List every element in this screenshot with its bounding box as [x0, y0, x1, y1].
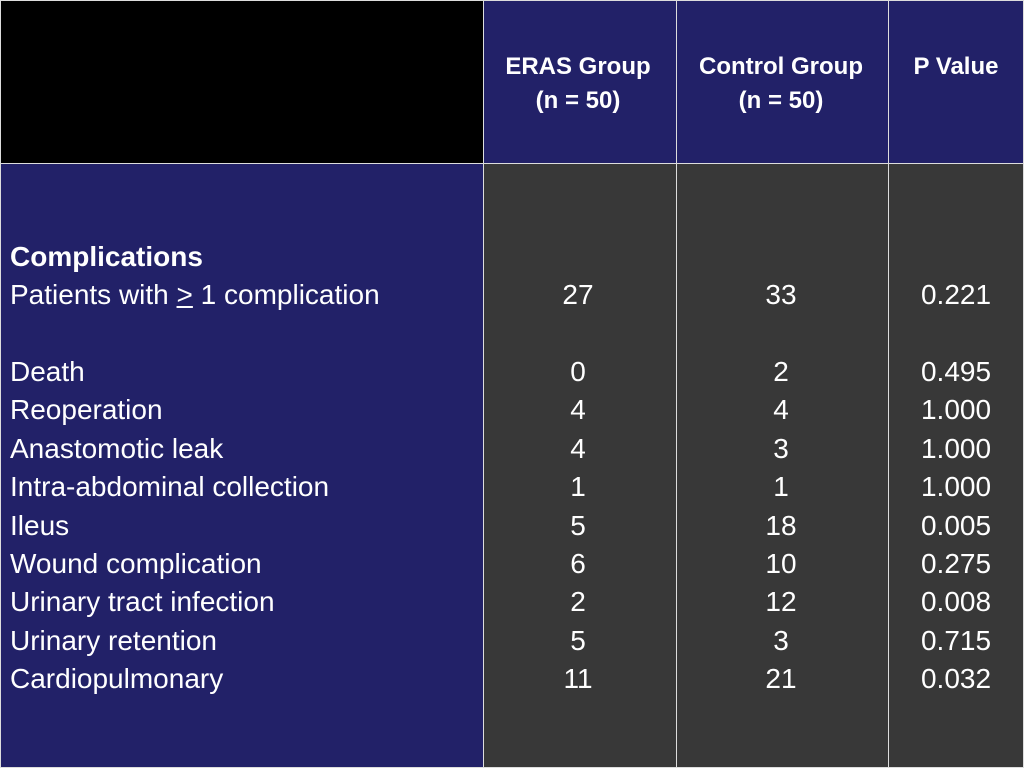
row-label-part: Patients with — [10, 279, 177, 310]
cell-value: 11 — [563, 663, 593, 695]
data-column — [888, 163, 1024, 768]
row-label: Intra-abdominal collection — [10, 473, 329, 501]
header-corner — [0, 0, 484, 164]
row-label-part: Intra-abdominal collection — [10, 471, 330, 503]
row-label: Death — [10, 358, 85, 386]
row-label-part: Wound complication — [10, 548, 262, 579]
cell-value: 27 — [562, 279, 594, 310]
row-label: Cardiopulmonary — [10, 665, 223, 693]
cell-value: 0.032 — [920, 663, 992, 695]
row-label-part: Reoperation — [10, 394, 163, 426]
column-header: P Value — [913, 53, 999, 80]
cell-value: 3 — [773, 432, 789, 464]
cell-value: 0.715 — [920, 624, 992, 656]
cell-value: 0.275 — [920, 548, 992, 579]
cell-value: 0.008 — [920, 586, 992, 618]
row-label-part: Ileus — [10, 509, 70, 541]
cell-value: 33 — [765, 279, 797, 310]
row-label-part: Cardiopulmonary — [10, 663, 224, 695]
cell-value: 1 — [570, 471, 586, 503]
cell-value: 1.000 — [920, 471, 992, 503]
header-cell — [676, 0, 889, 164]
cell-value: 4 — [773, 394, 789, 426]
cell-value: 12 — [765, 586, 797, 618]
cell-value: 6 — [570, 548, 586, 579]
row-label: Patients with > 1 complication — [10, 281, 380, 309]
data-column — [483, 163, 677, 768]
section-title: Complications — [10, 241, 203, 272]
row-label: Reoperation — [10, 396, 163, 424]
label-column — [0, 163, 484, 768]
cell-value: 2 — [570, 586, 586, 618]
row-label-part: 1 complication — [192, 279, 380, 310]
cell-value: 5 — [570, 624, 586, 656]
column-header: ERAS Group — [505, 53, 651, 80]
cell-value: 10 — [765, 548, 797, 579]
cell-value: 0.221 — [920, 279, 992, 310]
row-label-part: Urinary retention — [10, 624, 217, 656]
row-label-part: Urinary tract infection — [10, 586, 275, 618]
cell-value: 4 — [570, 432, 586, 464]
cell-value: 0.005 — [920, 509, 992, 541]
row-label-part: > — [176, 279, 193, 310]
cell-value: 4 — [570, 394, 586, 426]
row-label-part: Anastomotic leak — [10, 432, 224, 464]
cell-value: 1.000 — [920, 432, 992, 464]
row-label: Ileus — [10, 509, 70, 541]
row-label: Anastomotic leak — [10, 432, 224, 464]
cell-value: 18 — [765, 509, 797, 541]
row-label: Urinary tract infection — [10, 588, 275, 616]
header-cell — [888, 0, 1024, 164]
cell-value: 3 — [773, 624, 789, 656]
column-header: (n = 50) — [738, 87, 824, 114]
cell-value: 1.000 — [920, 394, 992, 426]
column-header: Control Group — [699, 53, 863, 80]
row-label-part: Death — [10, 356, 85, 387]
cell-value: 0.495 — [920, 356, 992, 387]
cell-value: 0 — [570, 356, 586, 387]
row-label: Urinary retention — [10, 624, 217, 656]
cell-value: 1 — [773, 471, 789, 503]
cell-value: 5 — [570, 509, 586, 541]
cell-value: 2 — [773, 356, 789, 387]
header-cell — [483, 0, 677, 164]
cell-value: 21 — [765, 663, 797, 695]
column-header: (n = 50) — [535, 87, 621, 114]
row-label: Wound complication — [10, 550, 262, 578]
